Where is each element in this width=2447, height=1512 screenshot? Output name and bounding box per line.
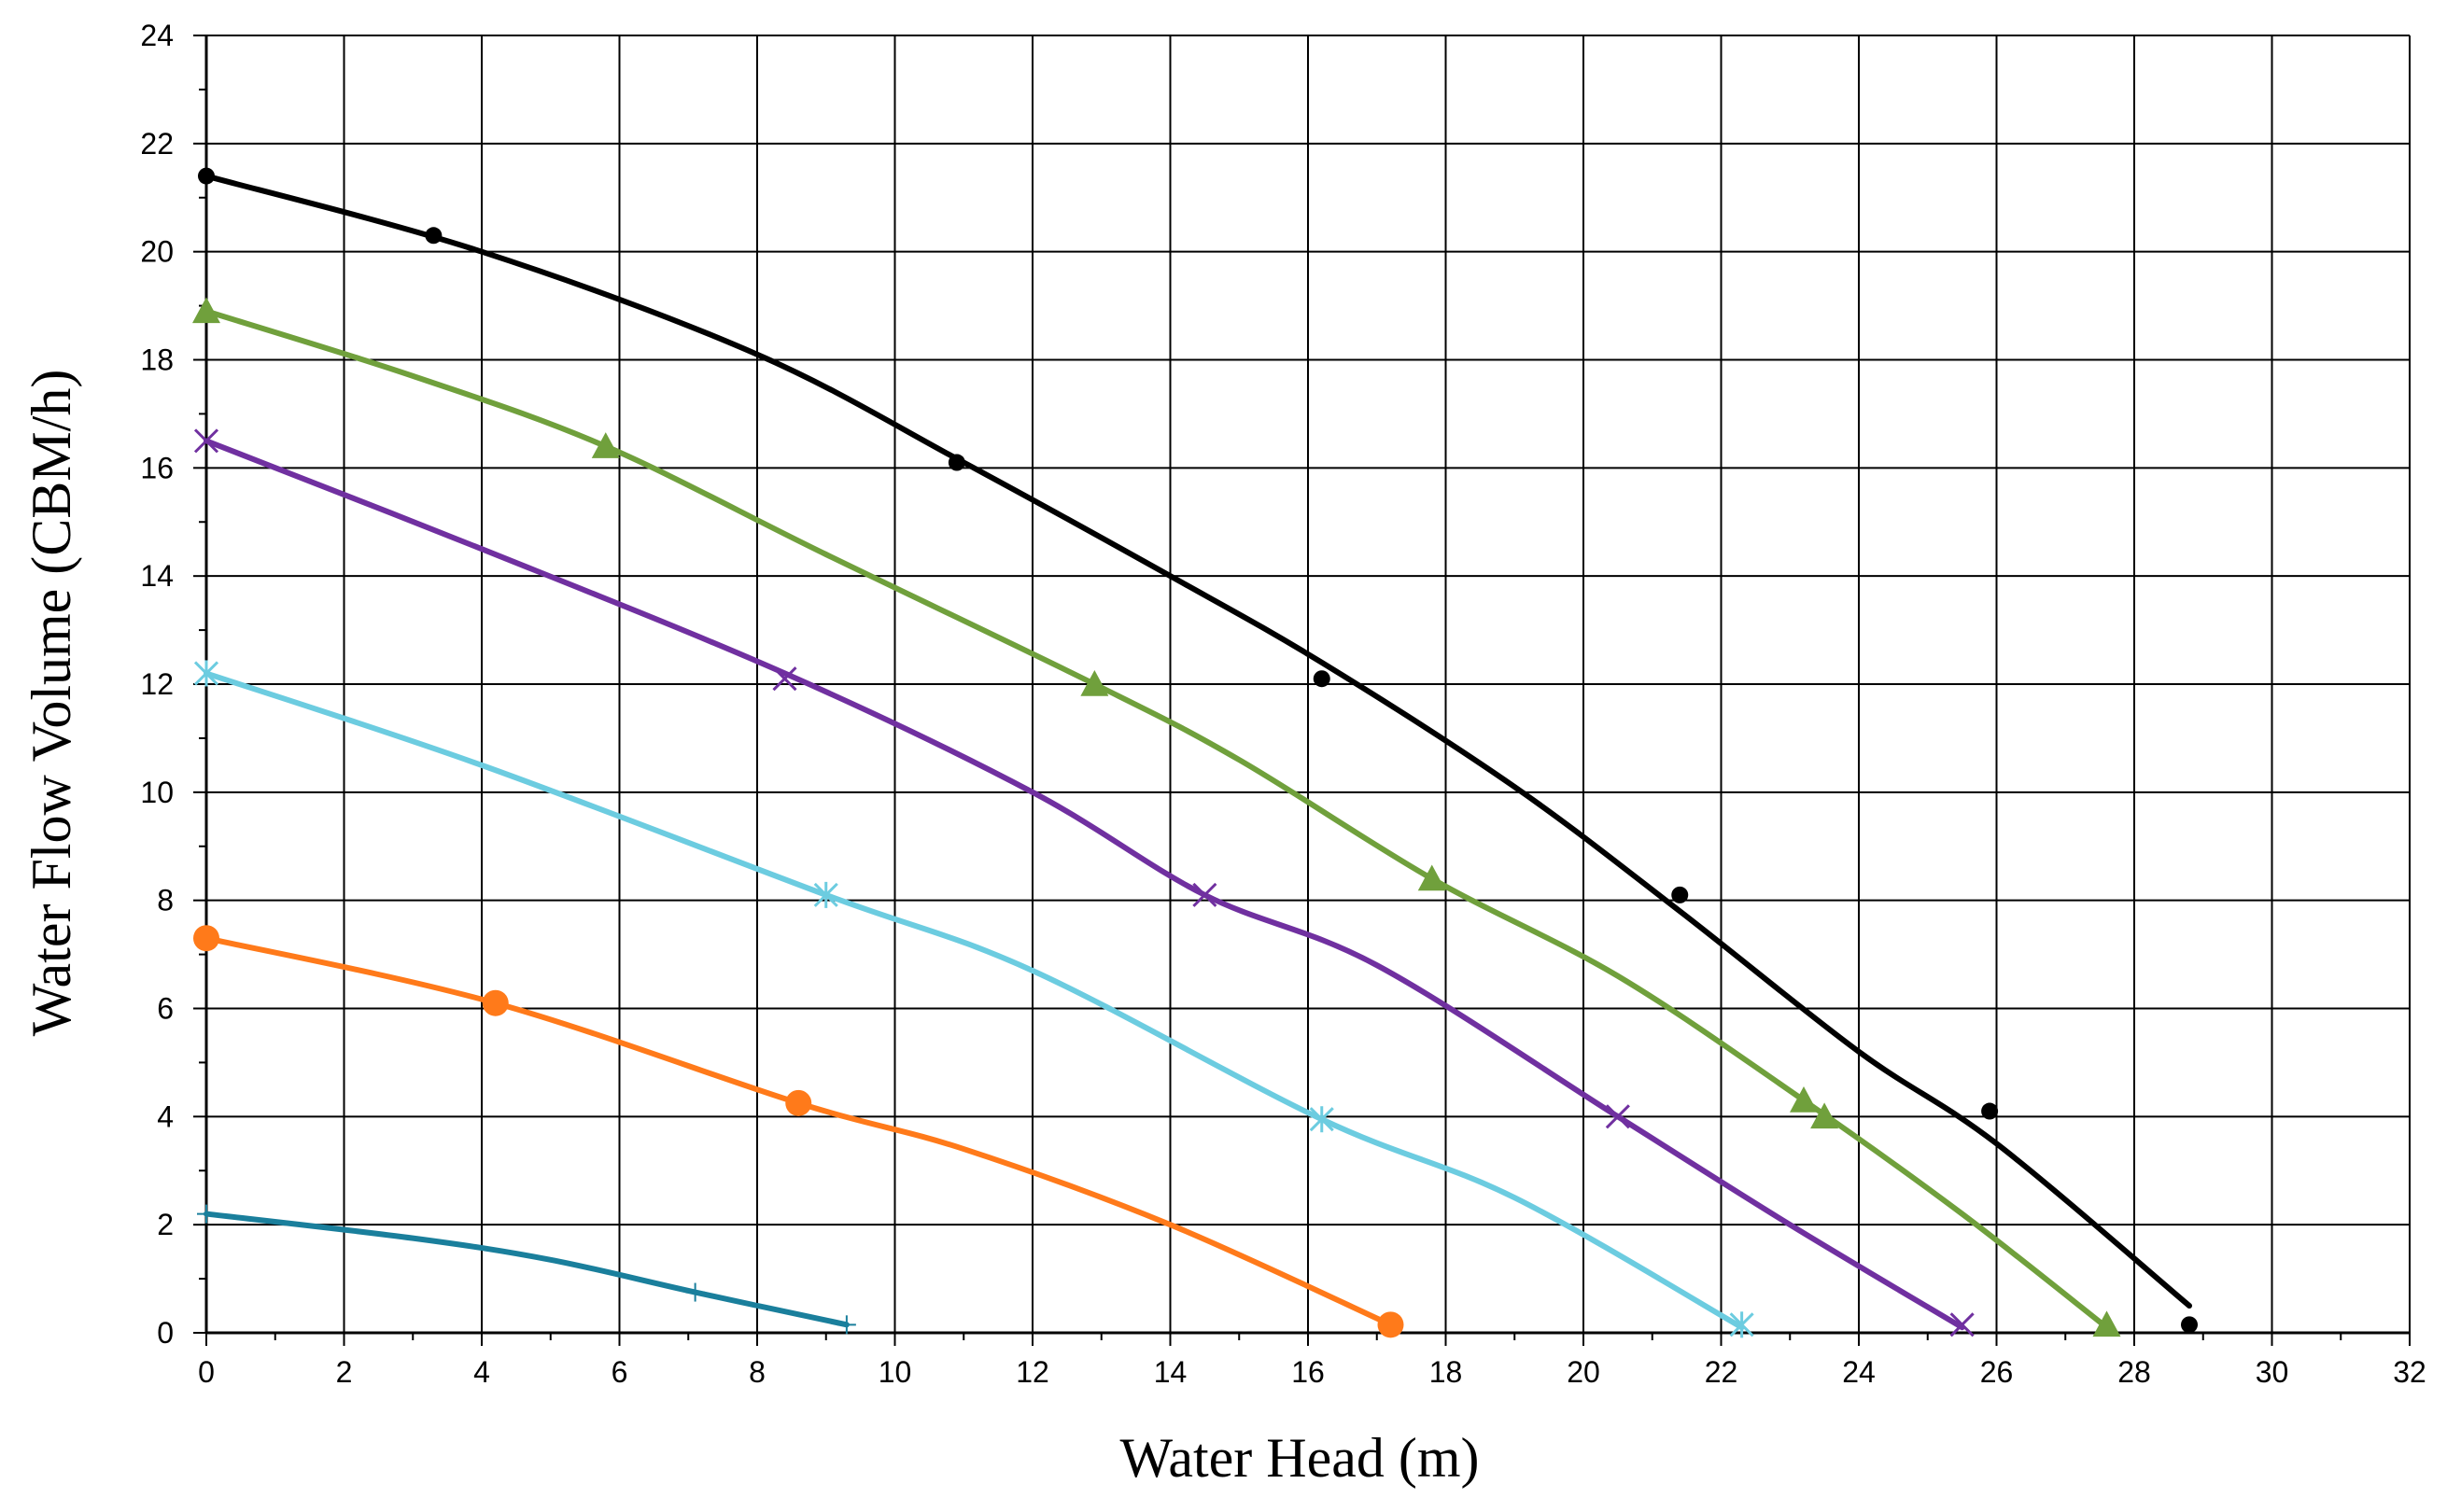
x-tick-label: 30 <box>2256 1355 2289 1389</box>
series-orange-data-point <box>1377 1311 1404 1338</box>
x-tick-label: 6 <box>612 1355 628 1389</box>
x-tick-label: 24 <box>1842 1355 1876 1389</box>
x-tick-label: 10 <box>879 1355 912 1389</box>
y-tick-label: 2 <box>157 1208 174 1241</box>
series-light-blue-data-point <box>193 660 219 687</box>
series-purple-data-point <box>1949 1312 1975 1337</box>
series-black-data-point <box>1671 886 1689 903</box>
x-tick-label: 0 <box>198 1355 215 1389</box>
series-green-data-point <box>1080 670 1109 696</box>
y-tick-label: 6 <box>157 992 174 1026</box>
series-orange-data-point <box>482 989 509 1016</box>
series-green-data-point <box>1790 1085 1818 1113</box>
series-teal-data-point <box>197 1204 216 1224</box>
series-orange-data-point <box>193 925 219 952</box>
x-marker-stroke <box>1949 1312 1975 1337</box>
series-green-data-point <box>1810 1102 1839 1129</box>
x-tick-label: 18 <box>1429 1355 1463 1389</box>
label-layer: Water Head (m) Water Flow Volume (CBM/h) <box>21 370 1479 1489</box>
series-purple-data-point <box>772 666 797 692</box>
series-purple-data-point <box>1192 882 1217 907</box>
x-tick-label: 4 <box>473 1355 490 1389</box>
series-orange <box>204 935 1394 1328</box>
x-tick-label: 2 <box>336 1355 353 1389</box>
series-line-orange <box>204 935 1394 1328</box>
series-black-data-point <box>425 227 443 245</box>
series-line-green <box>204 308 2110 1331</box>
series-black-data-point <box>1313 670 1330 688</box>
series-light-blue-data-point <box>813 881 838 908</box>
series-markers-black <box>198 167 2198 1334</box>
y-tick-label: 12 <box>140 667 174 701</box>
y-axis-title: Water Flow Volume (CBM/h) <box>21 370 82 1037</box>
series-purple-data-point <box>193 428 219 454</box>
x-axis-title: Water Head (m) <box>1120 1427 1480 1489</box>
series-light-blue-data-point <box>1309 1106 1334 1133</box>
series-purple-data-point <box>1605 1104 1630 1129</box>
series-teal <box>204 1211 850 1328</box>
series-line-teal <box>204 1211 850 1328</box>
series-orange-data-point <box>785 1089 812 1116</box>
series-markers-green <box>192 297 2121 1337</box>
x-tick-label: 14 <box>1154 1355 1188 1389</box>
x-tick-label: 12 <box>1016 1355 1049 1389</box>
x-tick-label: 28 <box>2117 1355 2151 1389</box>
series-green-data-point <box>591 432 620 458</box>
series-purple <box>204 438 1965 1331</box>
series-black-data-point <box>1981 1102 1999 1120</box>
y-tick-label: 18 <box>140 343 174 377</box>
x-tick-label: 8 <box>749 1355 766 1389</box>
series-line-black <box>204 173 2192 1309</box>
series-black-data-point <box>198 167 215 185</box>
x-marker-stroke <box>772 666 797 692</box>
series-markers-teal <box>197 1204 856 1335</box>
series-black-data-point <box>2181 1316 2198 1334</box>
series-light-blue <box>204 670 1745 1331</box>
series-markers-purple <box>193 428 1975 1337</box>
x-marker-stroke <box>193 428 219 454</box>
x-marker-stroke <box>1605 1104 1630 1129</box>
y-tick-label: 4 <box>157 1099 174 1133</box>
y-tick-label: 16 <box>140 451 174 484</box>
series-green <box>204 308 2110 1331</box>
series-layer <box>204 173 2192 1331</box>
y-tick-label: 10 <box>140 776 174 809</box>
x-tick-label: 32 <box>2393 1355 2426 1389</box>
series-line-purple <box>204 438 1965 1331</box>
series-markers-orange <box>193 925 1404 1338</box>
x-marker-stroke <box>1192 882 1217 907</box>
y-tick-label: 20 <box>140 235 174 269</box>
y-tick-label: 22 <box>140 127 174 161</box>
series-light-blue-data-point <box>1729 1311 1754 1338</box>
series-teal-data-point <box>837 1315 856 1335</box>
x-tick-label: 26 <box>1980 1355 2014 1389</box>
series-black-data-point <box>948 454 965 471</box>
series-green-data-point <box>192 297 220 324</box>
x-tick-label: 22 <box>1705 1355 1738 1389</box>
series-teal-data-point <box>685 1282 705 1302</box>
x-tick-label: 16 <box>1291 1355 1325 1389</box>
y-tick-label: 8 <box>157 884 174 917</box>
series-black <box>204 173 2192 1309</box>
y-tick-label: 0 <box>157 1316 174 1350</box>
marker-layer <box>192 167 2198 1338</box>
series-green-data-point <box>1417 864 1446 891</box>
series-green-data-point <box>2092 1310 2121 1337</box>
y-tick-label: 14 <box>140 559 174 593</box>
x-tick-label: 20 <box>1567 1355 1600 1389</box>
y-tick-label: 24 <box>140 19 174 52</box>
series-line-light-blue <box>204 670 1745 1331</box>
series-markers-light-blue <box>193 660 1754 1338</box>
